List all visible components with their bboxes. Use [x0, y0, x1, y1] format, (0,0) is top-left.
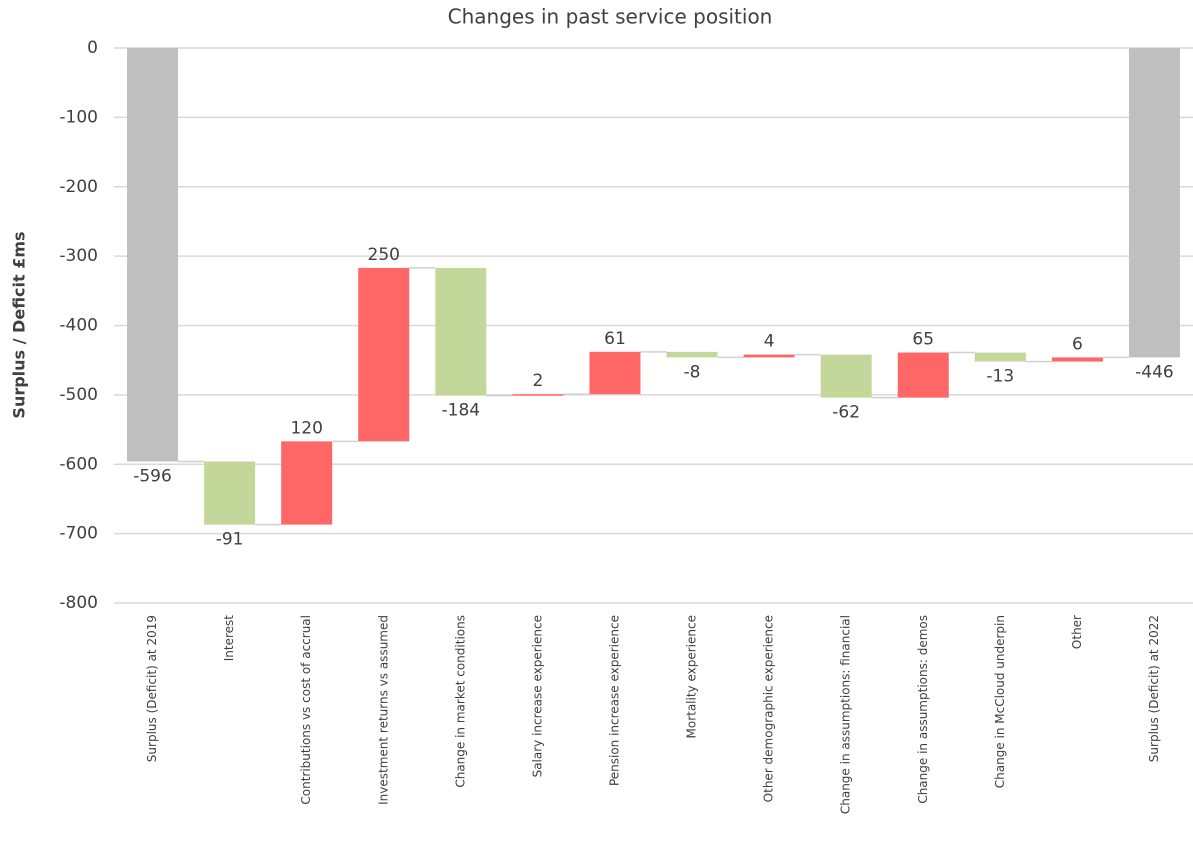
- x-tick-label: Change in assumptions: financial: [839, 615, 853, 814]
- x-tick-label: Contributions vs cost of accrual: [299, 615, 313, 805]
- value-label: 65: [912, 330, 934, 350]
- bar: [358, 267, 410, 442]
- y-axis-title: Surplus / Deficit £ms: [10, 231, 29, 418]
- chart-title: Changes in past service position: [448, 5, 773, 29]
- bar: [589, 351, 641, 395]
- bar: [1128, 48, 1180, 358]
- y-tick-label: -500: [59, 385, 98, 405]
- bar: [281, 441, 333, 525]
- value-label: -91: [216, 530, 244, 550]
- value-label: -8: [684, 362, 701, 382]
- bar: [1051, 357, 1103, 362]
- value-label: 6: [1072, 334, 1083, 354]
- value-label: -596: [133, 466, 172, 486]
- y-tick-label: -200: [59, 177, 98, 197]
- x-tick-label: Salary increase experience: [530, 615, 544, 777]
- bar: [743, 354, 795, 358]
- x-tick-label: Change in McCloud underpin: [993, 615, 1007, 788]
- bar: [820, 354, 872, 398]
- value-label: 2: [532, 371, 543, 391]
- bar: [512, 394, 564, 396]
- x-tick-label: Change in market conditions: [453, 615, 467, 788]
- x-tick-label: Surplus (Deficit) at 2019: [145, 615, 159, 762]
- y-tick-label: -800: [59, 593, 98, 613]
- y-tick-label: -300: [59, 246, 98, 266]
- y-tick-label: -400: [59, 316, 98, 336]
- value-label: -184: [442, 401, 481, 421]
- y-tick-label: -100: [59, 107, 98, 127]
- value-label: 120: [290, 418, 322, 438]
- x-tick-label: Change in assumptions: demos: [916, 615, 930, 804]
- bar: [974, 352, 1026, 362]
- x-tick-label: Surplus (Deficit) at 2022: [1147, 615, 1161, 762]
- value-label: 250: [368, 245, 400, 265]
- value-label: -446: [1135, 362, 1174, 382]
- bar: [666, 351, 718, 358]
- value-label: 4: [764, 332, 775, 352]
- y-tick-label: -600: [59, 454, 98, 474]
- value-label: 61: [604, 329, 626, 349]
- bar: [127, 48, 179, 462]
- bar: [435, 267, 487, 396]
- y-tick-label: -700: [59, 524, 98, 544]
- y-tick-label: 0: [87, 38, 98, 58]
- bar: [204, 461, 256, 525]
- value-label: -62: [832, 403, 860, 423]
- x-tick-label: Mortality experience: [685, 615, 699, 739]
- x-tick-label: Pension increase experience: [607, 615, 621, 786]
- x-tick-label: Interest: [222, 615, 236, 662]
- x-tick-label: Investment returns vs assumed: [376, 615, 390, 805]
- bar: [897, 352, 949, 398]
- x-tick-label: Other demographic experience: [762, 615, 776, 802]
- value-label: -13: [986, 367, 1014, 387]
- x-tick-label: Other: [1070, 615, 1084, 649]
